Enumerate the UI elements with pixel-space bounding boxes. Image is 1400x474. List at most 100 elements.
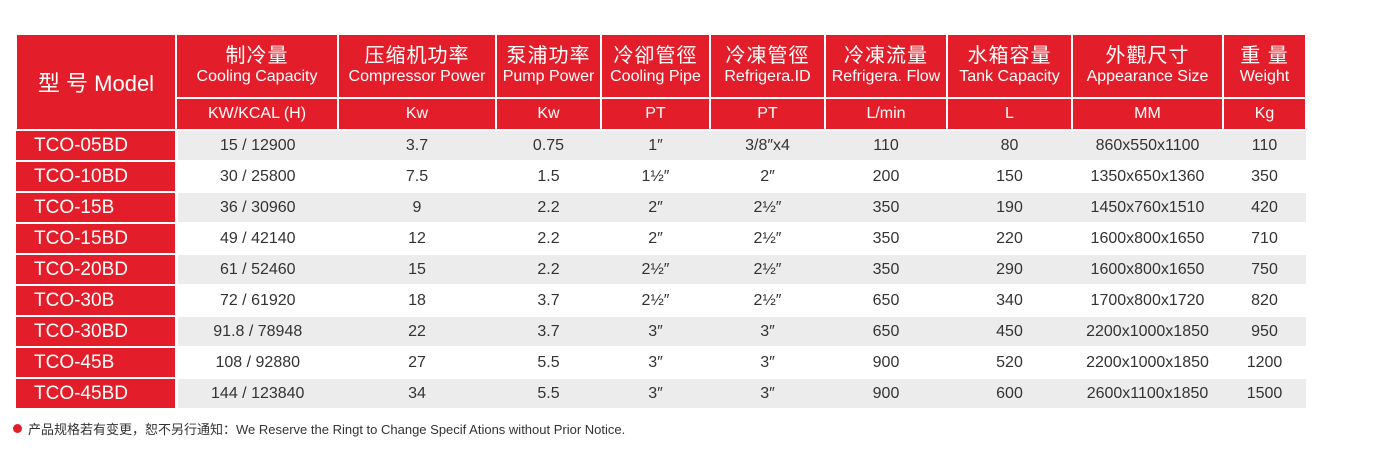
header-unit: Kw <box>337 97 497 131</box>
table-cell: 2½″ <box>710 222 825 254</box>
table-cell: 1450x760x1510 <box>1072 191 1223 223</box>
table-row: TCO-45BD 144 / 123840 34 5.5 3″ 3″ 900 600 2600x… <box>16 377 1306 408</box>
model-cell: TCO-30B <box>16 284 178 316</box>
table-cell: 2200x1000x1850 <box>1072 346 1223 378</box>
table-cell: 2″ <box>601 191 710 223</box>
table-row: TCO-10BD 30 / 25800 7.5 1.5 1½″ 2″ 200 150 1350x… <box>16 160 1306 192</box>
header-en: Refrigera.ID <box>724 68 811 85</box>
disclaimer-note: 产品规格若有变更，恕不另行通知：We Reserve the Ringt to … <box>13 419 625 438</box>
table-cell: 5.5 <box>496 346 601 378</box>
header-cell: 冷凍管徑 Refrigera.ID <box>709 33 826 99</box>
header-en: Tank Capacity <box>959 68 1060 85</box>
table-cell: 3.7 <box>496 315 601 347</box>
table-row: TCO-45B 108 / 92880 27 5.5 3″ 3″ 900 520 2200x10… <box>16 346 1306 378</box>
table-cell: 34 <box>338 377 496 408</box>
table-cell: 2.2 <box>496 222 601 254</box>
table-cell: 3″ <box>601 346 710 378</box>
table-cell: 27 <box>338 346 496 378</box>
table-row: TCO-15BD 49 / 42140 12 2.2 2″ 2½″ 350 220 1600x8… <box>16 222 1306 254</box>
model-cell: TCO-10BD <box>16 160 178 192</box>
table-cell: 150 <box>947 160 1072 192</box>
table-row: TCO-30BD 91.8 / 78948 22 3.7 3″ 3″ 650 450 2200x… <box>16 315 1306 347</box>
header-en: Cooling Pipe <box>610 68 701 85</box>
model-cell: TCO-15B <box>16 191 178 223</box>
table-cell: 220 <box>947 222 1072 254</box>
model-cell: TCO-05BD <box>16 129 178 161</box>
table-cell: 0.75 <box>496 129 601 161</box>
header-cell: 外觀尺寸 Appearance Size <box>1071 33 1224 99</box>
table-cell: 2″ <box>710 160 825 192</box>
table-row: TCO-05BD 15 / 12900 3.7 0.75 1″ 3/8″x4 110 80 86… <box>16 129 1306 161</box>
table-cell: 650 <box>825 284 947 316</box>
table-cell: 1½″ <box>601 160 710 192</box>
header-cell: 泵浦功率 Pump Power <box>495 33 602 99</box>
table-cell: 600 <box>947 377 1072 408</box>
table-cell: 3″ <box>710 315 825 347</box>
header-unit: Kw <box>495 97 602 131</box>
table-cell: 15 <box>338 253 496 285</box>
table-cell: 18 <box>338 284 496 316</box>
table-cell: 9 <box>338 191 496 223</box>
model-cell: TCO-20BD <box>16 253 178 285</box>
header-cn: 冷凍流量 <box>844 45 928 67</box>
table-cell: 12 <box>338 222 496 254</box>
table-cell: 2600x1100x1850 <box>1072 377 1223 408</box>
table-cell: 450 <box>947 315 1072 347</box>
table-cell: 350 <box>825 253 947 285</box>
header-unit: PT <box>709 97 826 131</box>
table-cell: 750 <box>1223 253 1306 285</box>
table-cell: 350 <box>825 222 947 254</box>
table-cell: 1600x800x1650 <box>1072 253 1223 285</box>
model-cell: TCO-15BD <box>16 222 178 254</box>
header-en: Compressor Power <box>348 68 486 85</box>
table-cell: 72 / 61920 <box>176 284 338 316</box>
table-cell: 2½″ <box>601 253 710 285</box>
table-cell: 200 <box>825 160 947 192</box>
table-cell: 1700x800x1720 <box>1072 284 1223 316</box>
table-cell: 110 <box>825 129 947 161</box>
bullet-dot-icon <box>13 424 22 433</box>
header-model: 型 号 Model <box>15 33 177 131</box>
table-cell: 3″ <box>601 377 710 408</box>
model-cell: TCO-30BD <box>16 315 178 347</box>
table-row: TCO-30B 72 / 61920 18 3.7 2½″ 2½″ 650 340 1700x8… <box>16 284 1306 316</box>
table-cell: 1.5 <box>496 160 601 192</box>
table-cell: 110 <box>1223 129 1306 161</box>
table-cell: 520 <box>947 346 1072 378</box>
table-cell: 3.7 <box>338 129 496 161</box>
header-en: Refrigera. Flow <box>831 68 941 85</box>
header-unit: MM <box>1071 97 1224 131</box>
table-cell: 950 <box>1223 315 1306 347</box>
table-cell: 1″ <box>601 129 710 161</box>
spec-table: 型 号 Model 制冷量 Cooling Capacity 压缩机功率 Compres… <box>15 33 1307 408</box>
table-row: TCO-15B 36 / 30960 9 2.2 2″ 2½″ 350 190 1450x760… <box>16 191 1306 223</box>
table-cell: 49 / 42140 <box>176 222 338 254</box>
table-cell: 2.2 <box>496 253 601 285</box>
header-unit: KW/KCAL (H) <box>175 97 339 131</box>
header-unit: L/min <box>824 97 948 131</box>
header-cell: 冷凍流量 Refrigera. Flow <box>824 33 948 99</box>
table-cell: 7.5 <box>338 160 496 192</box>
table-cell: 900 <box>825 346 947 378</box>
table-cell: 1350x650x1360 <box>1072 160 1223 192</box>
table-cell: 1500 <box>1223 377 1306 408</box>
header-en: Pump Power <box>502 68 595 85</box>
header-cn: 制冷量 <box>225 45 289 67</box>
header-cn: 水箱容量 <box>967 45 1052 67</box>
disclaimer-text: 产品规格若有变更，恕不另行通知：We Reserve the Ringt to … <box>28 422 626 437</box>
table-cell: 2½″ <box>710 253 825 285</box>
table-cell: 650 <box>825 315 947 347</box>
table-cell: 30 / 25800 <box>176 160 338 192</box>
table-cell: 190 <box>947 191 1072 223</box>
table-cell: 3″ <box>710 346 825 378</box>
table-cell: 3″ <box>601 315 710 347</box>
header-en: Appearance Size <box>1086 68 1209 85</box>
table-cell: 108 / 92880 <box>176 346 338 378</box>
table-cell: 350 <box>1223 160 1306 192</box>
table-cell: 420 <box>1223 191 1306 223</box>
table-cell: 2½″ <box>710 284 825 316</box>
header-cn: 外觀尺寸 <box>1105 45 1190 67</box>
table-cell: 900 <box>825 377 947 408</box>
table-cell: 820 <box>1223 284 1306 316</box>
header-cell: 制冷量 Cooling Capacity <box>175 33 339 99</box>
